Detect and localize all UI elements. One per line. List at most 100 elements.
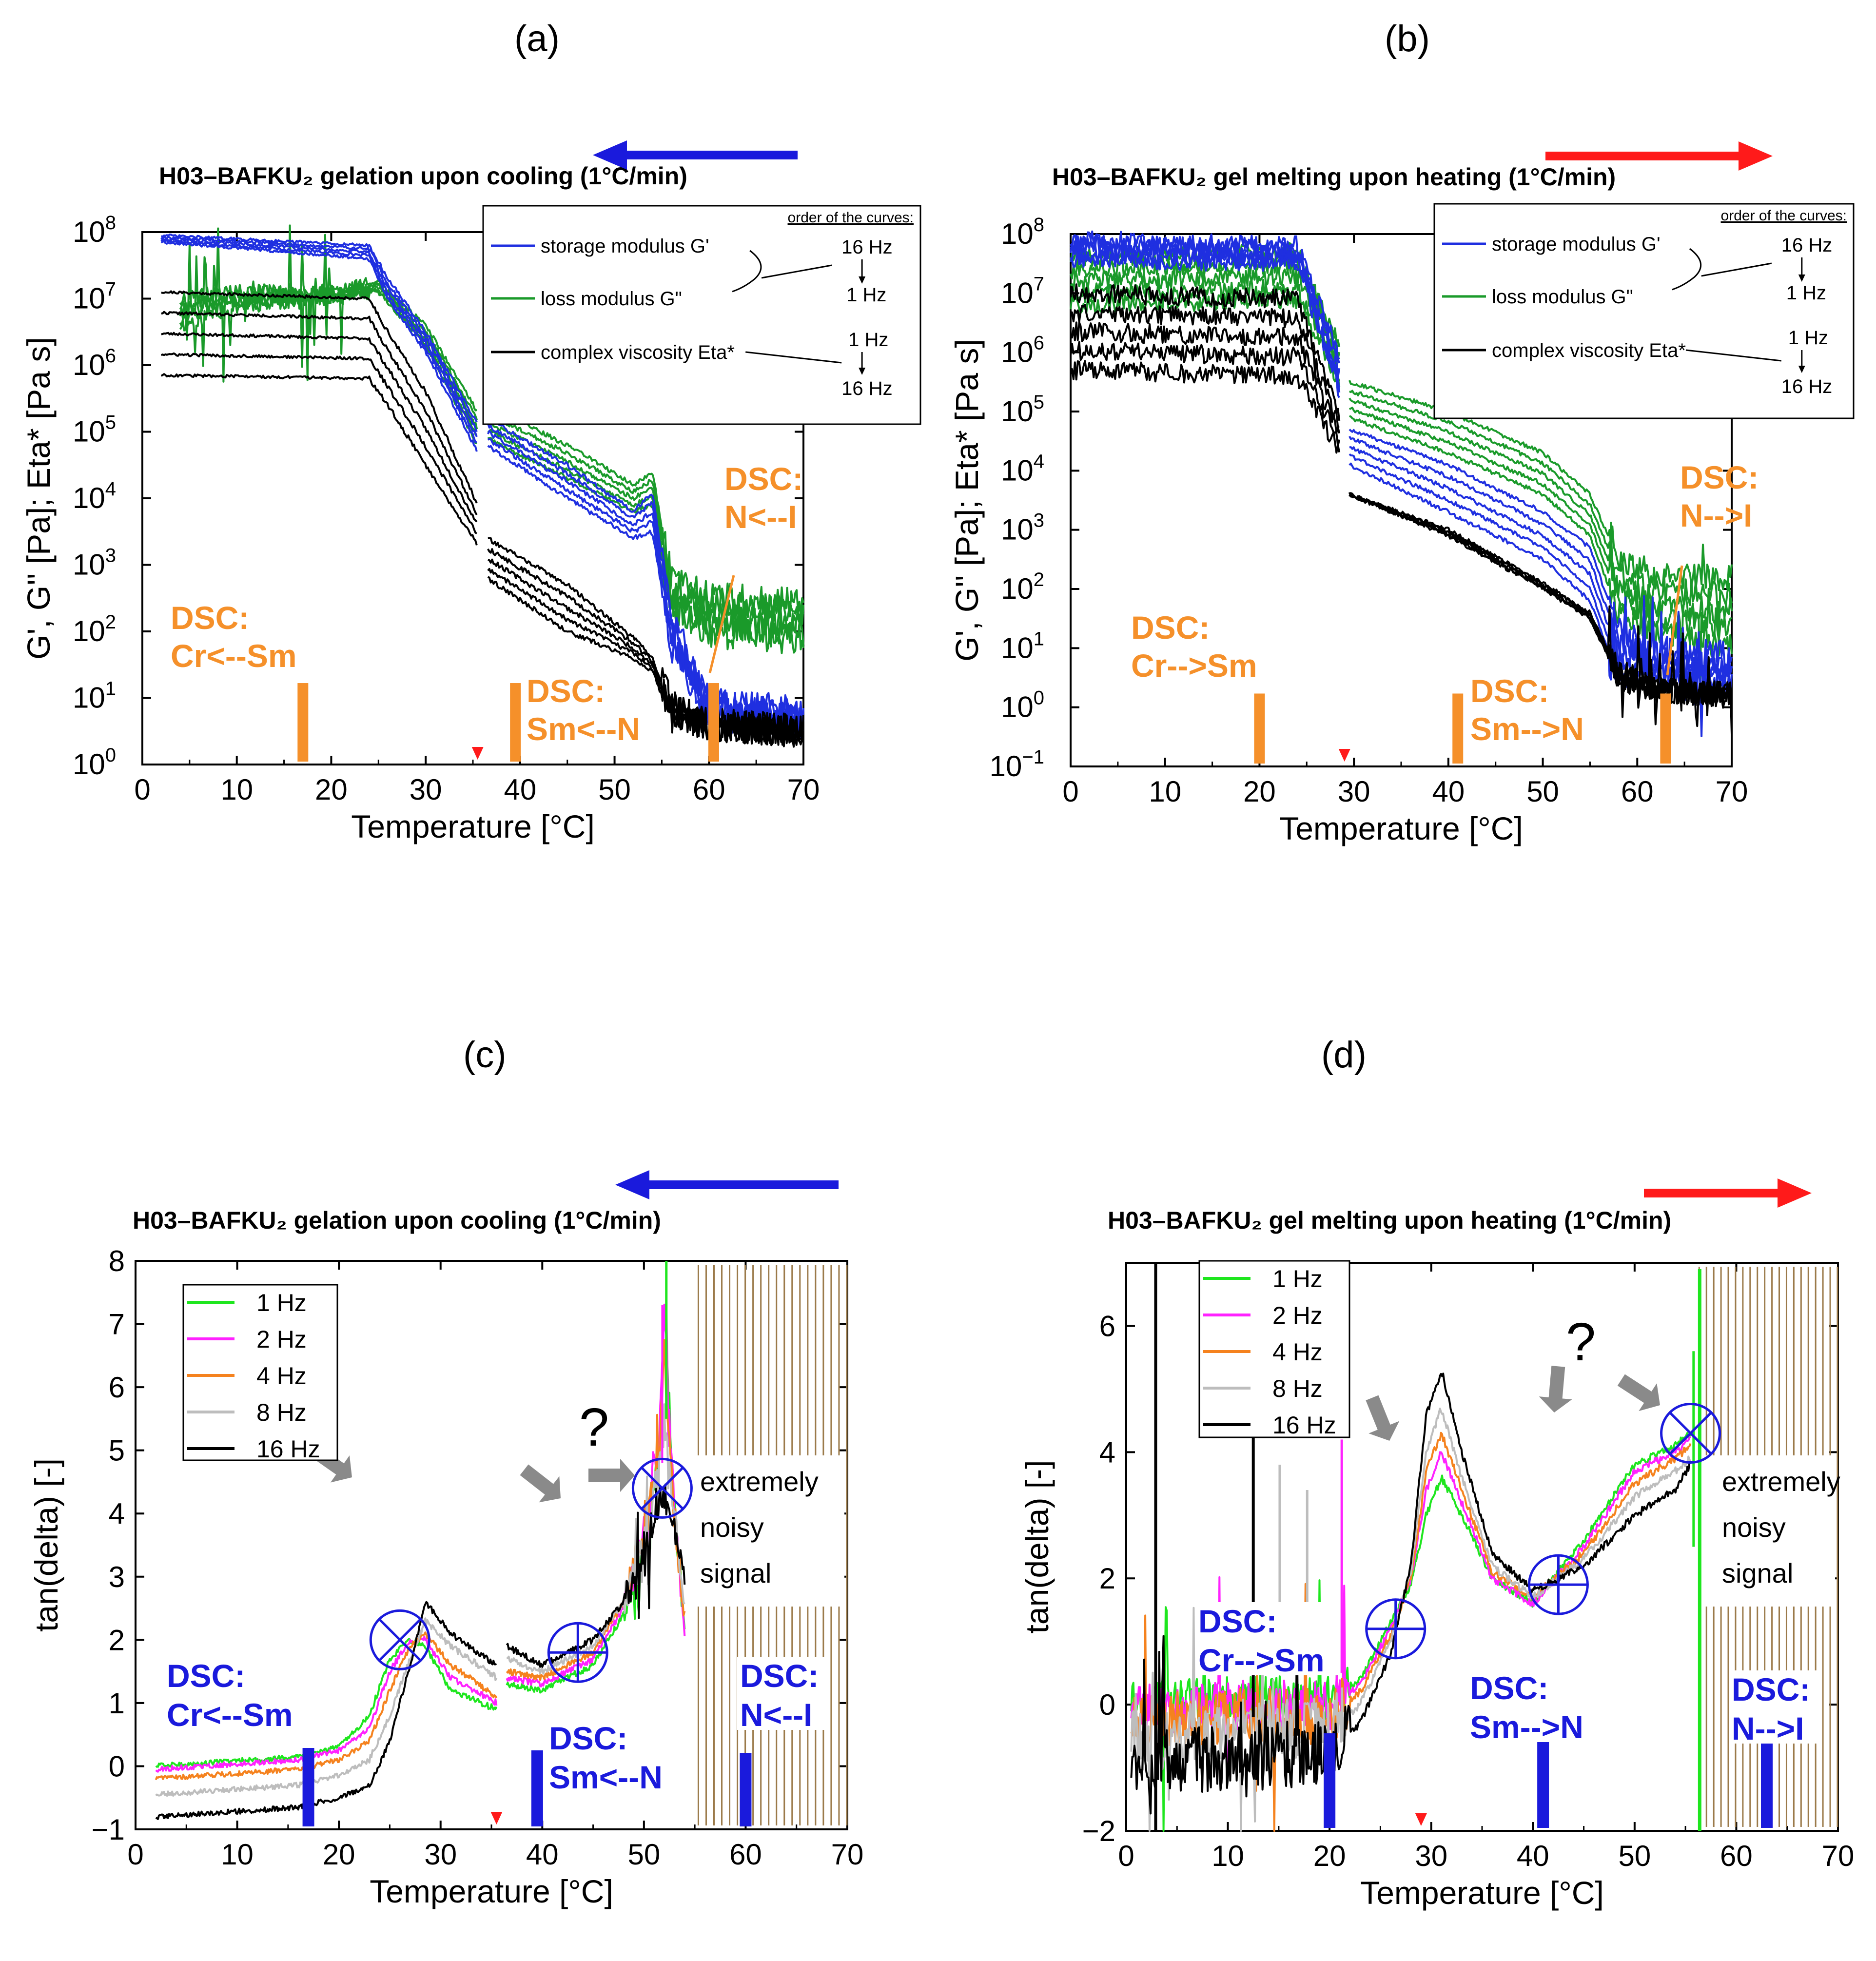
transition-marker-d-2 (1660, 1403, 1721, 1464)
x-tick-label-c-3: 30 (424, 1838, 457, 1871)
legend-d: 1 Hz 2 Hz 4 Hz 8 Hz 16 Hz (1198, 1260, 1350, 1439)
panel-label-c: (c) (463, 1034, 507, 1076)
legend-text-viscosity-b: complex viscosity Eta* (1492, 340, 1686, 361)
y-tick-label-b-7: 106 (1001, 333, 1044, 369)
dsc-label-transition-a-1: Sm<--N (527, 711, 640, 747)
x-tick-label-b-7: 70 (1716, 775, 1748, 808)
y-tick-label-c-7: 6 (109, 1371, 125, 1404)
dsc-label-bg-d-1 (1467, 1669, 1589, 1742)
dsc-label-transition-d-1: Sm-->N (1470, 1709, 1583, 1745)
transition-marker-c-2 (631, 1457, 693, 1519)
chart-title-b: H03–BAFKU₂ gel melting upon heating (1°C… (1052, 163, 1616, 191)
dsc-label-transition-c-1: Sm<--N (549, 1759, 663, 1795)
legend-order-g-arrowhead-b (1798, 275, 1805, 282)
legend-order-g-bottom-b: 1 Hz (1786, 282, 1826, 304)
dsc-label-transition-c-0: Cr<--Sm (167, 1697, 293, 1733)
transition-marker-c-0-diag2 (378, 1618, 422, 1662)
x-tick-label-d-2: 20 (1313, 1840, 1346, 1872)
gray-arrow-c-1-shape (520, 1464, 561, 1503)
x-tick-label-d-0: 0 (1118, 1840, 1134, 1872)
dsc-bar-b-0 (1254, 693, 1265, 764)
x-tick-label-c-7: 70 (831, 1838, 864, 1871)
question-mark-d: ? (1566, 1312, 1596, 1372)
dsc-label-title-a-2: DSC: (724, 461, 803, 497)
dsc-label-transition-d-2: N-->I (1732, 1710, 1804, 1746)
tan-delta-16hz-c (155, 1483, 686, 1820)
y-tick-label-b-0: 10−1 (990, 746, 1044, 783)
legend-b: order of the curves: storage modulus G' lo… (1433, 203, 1855, 419)
dsc-bar-b-2 (1660, 693, 1671, 764)
legend-order-eta-top-a: 1 Hz (848, 329, 888, 351)
dsc-label-title-c-2: DSC: (740, 1658, 819, 1694)
y-tick-label-b-8: 107 (1001, 273, 1044, 309)
noise-note-line-c-0: extremely (700, 1466, 819, 1497)
x-tick-label-a-6: 60 (693, 773, 725, 806)
complex-viscosity-8hz-a (160, 352, 804, 746)
legend-pointer-eta-a (745, 351, 842, 364)
noise-note-bg-d (1698, 1455, 1835, 1607)
y-tick-label-d-4: 6 (1099, 1310, 1115, 1342)
legend-text-c-0: 1 Hz (256, 1289, 307, 1316)
dsc-label-title-a-0: DSC: (171, 600, 249, 636)
dsc-leader-a (708, 575, 735, 673)
dsc-bar-c-2 (740, 1753, 752, 1826)
legend-text-c-3: 8 Hz (256, 1399, 307, 1426)
heating-arrow-d-head (1778, 1178, 1812, 1208)
heating-arrow-d (1644, 1178, 1812, 1208)
gray-arrow-d-2-shape (1617, 1374, 1660, 1412)
legend-order-g-top-b: 16 Hz (1781, 235, 1833, 256)
noise-note-line-c-2: signal (700, 1558, 771, 1588)
y-tick-label-d-3: 4 (1099, 1436, 1115, 1469)
dsc-label-transition-a-0: Cr<--Sm (171, 638, 297, 674)
cooling-arrow-c-head (615, 1170, 649, 1199)
gray-arrow-c-2-shape (588, 1459, 635, 1492)
y-tick-label-d-0: −2 (1082, 1815, 1115, 1847)
y-tick-label-c-8: 7 (109, 1308, 125, 1341)
y-axis-label-d: tan(delta) [-] (1019, 1460, 1055, 1634)
x-tick-label-a-3: 30 (410, 773, 442, 806)
tan-delta-4hz-d (1130, 1432, 1692, 1832)
tan-delta-16hz-d (1130, 1373, 1691, 1815)
gray-arrow-d-0-shape (1366, 1395, 1400, 1441)
y-axis-label-a: G', G'' [Pa]; Eta* [Pa s] (20, 337, 57, 659)
tg-marker-b (1338, 749, 1350, 762)
x-tick-label-d-4: 40 (1517, 1840, 1549, 1872)
storage-modulus-16hz-a (161, 234, 804, 724)
legend-text-viscosity-a: complex viscosity Eta* (541, 342, 735, 363)
legend-text-d-1: 2 Hz (1272, 1302, 1323, 1329)
legend-c: 1 Hz 2 Hz 4 Hz 8 Hz 16 Hz (182, 1284, 338, 1463)
dsc-label-transition-b-2: N-->I (1680, 497, 1753, 533)
legend-order-eta-top-b: 1 Hz (1788, 327, 1828, 349)
legend-order-g-top-a: 16 Hz (841, 236, 893, 258)
y-tick-label-a-8: 108 (73, 212, 116, 248)
dsc-label-title-b-0: DSC: (1131, 609, 1210, 646)
y-tick-label-b-6: 105 (1001, 392, 1044, 428)
dsc-label-bg-c-2 (737, 1657, 829, 1730)
legend-order-g-bottom-a: 1 Hz (846, 284, 886, 306)
legend-header-b: order of the curves: (1721, 208, 1847, 224)
transition-marker-d-0 (1365, 1598, 1427, 1660)
chart-title-c: H03–BAFKU₂ gelation upon cooling (1°C/mi… (133, 1207, 661, 1234)
dsc-label-title-b-1: DSC: (1470, 673, 1549, 709)
x-tick-label-b-5: 50 (1526, 775, 1559, 808)
heating-arrow-b-head (1739, 141, 1773, 171)
dsc-label-bg-d-0 (1195, 1602, 1338, 1675)
dsc-bar-c-0 (302, 1748, 314, 1826)
x-tick-label-c-0: 0 (127, 1838, 143, 1871)
dsc-label-transition-b-1: Sm-->N (1470, 711, 1584, 747)
x-tick-label-c-4: 40 (526, 1838, 559, 1871)
legend-order-eta-bottom-b: 16 Hz (1781, 376, 1833, 397)
x-tick-label-c-6: 60 (729, 1838, 762, 1871)
question-mark-c: ? (579, 1397, 609, 1457)
y-tick-label-c-1: 0 (109, 1750, 125, 1783)
legend-header-a: order of the curves: (788, 210, 914, 226)
x-tick-label-d-7: 70 (1822, 1840, 1855, 1872)
legend-text-c-1: 2 Hz (256, 1326, 307, 1353)
y-axis-label-b: G', G'' [Pa]; Eta* [Pa s] (949, 339, 985, 661)
transition-marker-d-2-diag2 (1669, 1412, 1712, 1455)
x-tick-label-d-6: 60 (1720, 1840, 1753, 1872)
dsc-label-title-b-2: DSC: (1680, 459, 1759, 495)
legend-text-loss-a: loss modulus G" (541, 288, 682, 310)
tan-delta-8hz-d (1130, 1408, 1692, 1832)
x-tick-label-d-5: 50 (1618, 1840, 1651, 1872)
